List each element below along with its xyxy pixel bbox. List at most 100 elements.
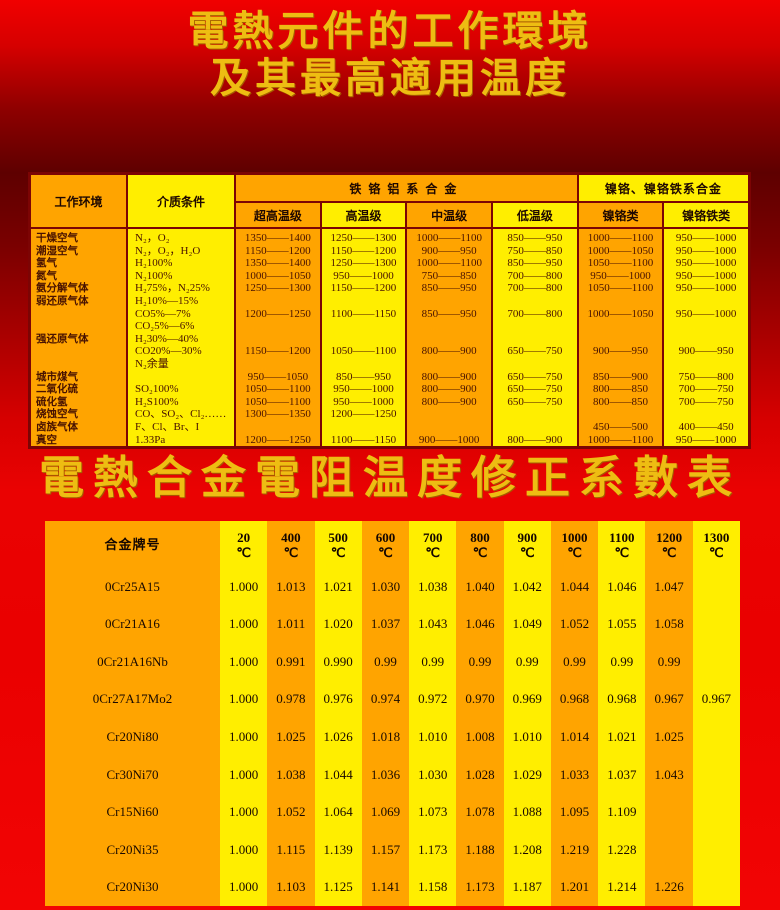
t1-cell [322, 333, 406, 346]
t1-cell: CO、SO₂、Cl₂…… [135, 408, 227, 421]
t1-cell: 1250——1300 [244, 282, 311, 295]
t2-header-temp-value: 1100 [609, 529, 635, 545]
t2-cell: 1.000 [220, 568, 268, 606]
t2-cell: 1.037 [361, 605, 410, 644]
t2-cell [692, 830, 740, 869]
t1-cell [31, 358, 126, 371]
t1-cell [322, 320, 406, 333]
t1-cell: 800——900 [421, 345, 477, 358]
t1-cell: 950——1000 [333, 395, 394, 408]
t2-cell: 1.040 [456, 568, 504, 606]
t1-cell: CO₂5%—6% [135, 320, 195, 333]
t2-cell [692, 568, 740, 606]
t1-cell [407, 421, 491, 434]
t1-cell: H₂75%，N₂25% [135, 282, 210, 295]
main-title-line2: 及其最高適用温度 [210, 54, 570, 102]
t2-cell: 0.967 [645, 680, 693, 719]
t1-cell: 1100——1150 [330, 433, 397, 446]
t1-cell: 干燥空气 [36, 232, 78, 244]
t2-header-temp-unit: ℃ [283, 544, 299, 560]
t1-cell: N₂100% [135, 269, 173, 282]
t1-cell [493, 408, 577, 421]
t2-cell: 1.010 [409, 718, 457, 756]
t2-header-temp-unit: ℃ [425, 544, 441, 560]
t1-cell: 1100——1150 [330, 307, 397, 320]
t2-header-temp-value: 500 [328, 529, 348, 545]
t2-header-temp-1000: 1000 ℃ [550, 521, 599, 568]
correction-coefficient-table: 合金牌号 20 ℃ 400 ℃ 500 ℃ 600 ℃ 700 ℃ 800 ℃ 900 ℃ 1000 ℃ 1100… [45, 521, 740, 906]
t2-header-temp-unit: ℃ [330, 544, 346, 560]
t2-cell: 1.021 [314, 568, 362, 606]
t1-cell: 1000——1100 [587, 232, 654, 244]
t1-body-column-0: 干燥空气 潮湿空气 氢气 氮气 氨分解气体 弱还原气体 强还原气体 城市煤气 二氧化硫 硫化氢… [31, 229, 126, 447]
t1-cell [236, 358, 320, 371]
t2-header-temp-unit: ℃ [614, 544, 630, 560]
t2-cell: 0.974 [361, 680, 410, 719]
t1-cell: 950——1000 [675, 257, 737, 270]
main-title-line1: 電熱元件的工作環境 [187, 7, 593, 55]
t1-cell [664, 408, 748, 421]
t2-cell: 1.226 [645, 868, 693, 906]
t1-cell [407, 408, 491, 421]
t2-cell: 1.103 [267, 868, 315, 906]
t1-cell: 1000——1050 [587, 307, 654, 320]
t2-cell: 1.038 [409, 568, 457, 606]
t1-cell: 氢气 [36, 257, 57, 270]
t1-cell: 1300——1350 [244, 408, 311, 421]
t2-cell: 0.970 [456, 680, 504, 719]
t2-cell: 1.000 [220, 793, 268, 831]
t1-cell: 弱还原气体 [36, 294, 89, 307]
t2-cell: 1.187 [503, 868, 551, 906]
t1-cell: 750——800 [678, 370, 734, 383]
t2-row-grade: Cr30Ni70 [45, 755, 220, 794]
t1-cell: 800——850 [592, 395, 648, 408]
t1-cell [579, 333, 663, 346]
t2-cell: 1.088 [503, 793, 551, 831]
t1-cell: 1000——1050 [244, 269, 311, 282]
t1-cell: 850——950 [335, 370, 391, 383]
t1-cell: 1150——1200 [245, 244, 311, 257]
t1-cell: 650——750 [507, 383, 563, 396]
t2-cell: 1.055 [598, 605, 646, 644]
t1-cell: 1200——1250 [244, 433, 311, 446]
t2-cell: 1.125 [314, 868, 362, 906]
t1-cell: 950——1000 [590, 269, 651, 282]
t2-cell: 0.99 [361, 643, 410, 681]
t1-cell: 1050——1100 [245, 395, 311, 408]
t2-cell: 1.073 [409, 793, 457, 831]
t1-cell [664, 358, 748, 371]
t1-subheader-ultra-high-temp: 超高温级 [236, 203, 320, 227]
t2-header-temp-unit: ℃ [709, 544, 724, 560]
t1-cell [493, 320, 577, 333]
t2-cell: 1.013 [267, 568, 315, 606]
correction-table-title: 電熱合金電阻温度修正系數表 [38, 451, 741, 504]
t2-header-temp-900: 900 ℃ [503, 521, 551, 568]
t1-cell [664, 333, 748, 346]
t2-header-temp-value: 400 [281, 529, 301, 545]
t2-cell: 0.99 [550, 643, 599, 681]
t1-cell: 氮气 [36, 269, 57, 282]
t1-cell: 850——950 [421, 307, 477, 320]
t1-cell [407, 295, 491, 308]
t1-cell [322, 358, 406, 371]
t2-cell: 1.228 [598, 830, 646, 869]
t2-cell: 0.967 [692, 680, 740, 719]
t2-cell: 1.036 [361, 755, 410, 794]
t1-body-column-4: 1000——1100 900——950 1000——1100 750——850 850—… [407, 229, 491, 447]
t2-cell: 1.201 [550, 868, 599, 906]
t1-header-environment: 工作环境 [31, 175, 126, 227]
t2-cell: 1.000 [220, 868, 268, 906]
t1-cell [407, 333, 491, 346]
t1-cell: F、Cl、Br、I [135, 420, 200, 433]
t1-body-column-5: 850——950 750——850 850——950 700——800 700——800… [492, 229, 577, 447]
t2-cell: 1.141 [361, 868, 410, 906]
t1-cell: 900——950 [678, 345, 734, 358]
t2-cell: 1.000 [220, 605, 268, 644]
t1-cell: 1050——1100 [245, 383, 311, 396]
t2-cell: 1.033 [550, 755, 599, 794]
t2-header-temp-unit: ℃ [567, 544, 582, 560]
t1-cell: 800——900 [421, 395, 477, 408]
t2-header-temp-value: 20 [237, 529, 251, 545]
t2-header-alloy-grade: 合金牌号 [45, 521, 220, 568]
